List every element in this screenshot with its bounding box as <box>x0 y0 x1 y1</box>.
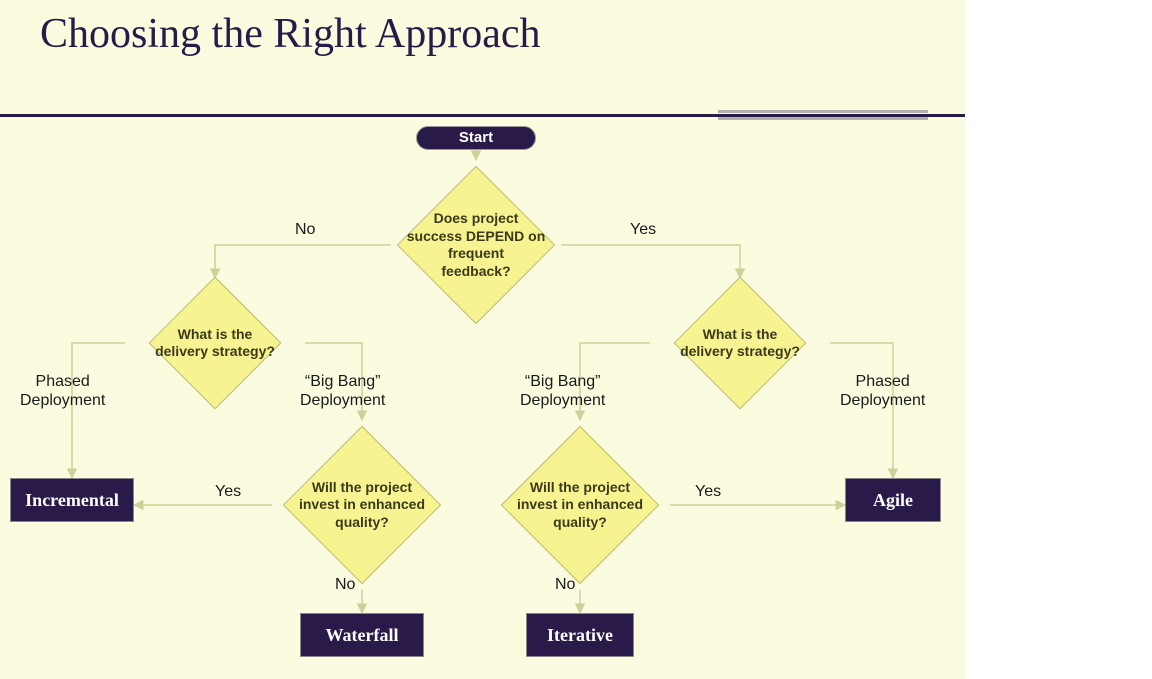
edge-label-bbL: “Big Bang” Deployment <box>300 372 385 410</box>
edge <box>215 245 391 278</box>
divider-line <box>0 114 965 117</box>
node-q2l: What is the delivery strategy? <box>125 278 305 408</box>
edge-label-yesL: Yes <box>215 482 241 501</box>
node-q3r: Will the project invest in enhanced qual… <box>490 420 670 590</box>
slide: Choosing the Right Approach Start Does pr… <box>0 0 965 679</box>
slide-title: Choosing the Right Approach <box>40 10 540 58</box>
edge <box>830 343 893 478</box>
edge-label-no1: No <box>295 220 315 239</box>
node-start: Start <box>416 126 536 150</box>
flowchart: Start Does project success DEPEND on freq… <box>0 120 965 679</box>
node-iterative: Iterative <box>526 613 634 657</box>
node-incremental: Incremental <box>10 478 134 522</box>
node-label: Does project success DEPEND on frequent … <box>399 210 554 280</box>
edge-label-yesR: Yes <box>695 482 721 501</box>
node-label: Will the project invest in enhanced qual… <box>509 479 651 532</box>
edge-label-noL: No <box>335 575 355 594</box>
node-q3l: Will the project invest in enhanced qual… <box>272 420 452 590</box>
edge-label-yes1: Yes <box>630 220 656 239</box>
node-waterfall: Waterfall <box>300 613 424 657</box>
node-q1: Does project success DEPEND on frequent … <box>391 160 561 330</box>
node-q2r: What is the delivery strategy? <box>650 278 830 408</box>
node-label: Will the project invest in enhanced qual… <box>291 479 433 532</box>
edge-label-noR: No <box>555 575 575 594</box>
node-label: What is the delivery strategy? <box>672 326 808 361</box>
edge-label-phL: Phased Deployment <box>20 372 105 410</box>
node-label: What is the delivery strategy? <box>147 326 283 361</box>
edge-label-bbR: “Big Bang” Deployment <box>520 372 605 410</box>
edge <box>72 343 125 478</box>
edge-label-phR: Phased Deployment <box>840 372 925 410</box>
node-agile: Agile <box>845 478 941 522</box>
edge <box>561 245 740 278</box>
